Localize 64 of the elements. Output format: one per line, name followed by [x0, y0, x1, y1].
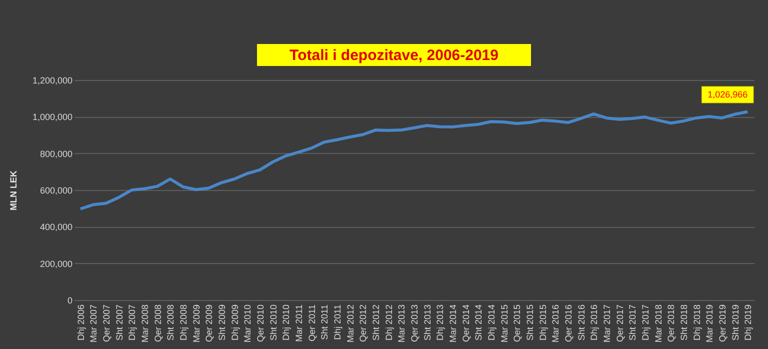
- x-tick-label: Dhj 2006: [76, 304, 86, 341]
- x-tick-label: Dhj 2016: [589, 304, 600, 341]
- line-series: [78, 110, 750, 210]
- x-tick-label: Dhj 2011: [332, 304, 343, 340]
- y-tick-label: 1,200,000: [32, 76, 72, 86]
- x-tick-label: Qer 2017: [614, 304, 625, 342]
- y-tick-label: 1,000,000: [32, 112, 72, 122]
- x-tick-label: Mar 2012: [345, 304, 356, 343]
- y-tick-label: 0: [67, 296, 72, 306]
- x-tick-label: Mar 2008: [140, 304, 150, 343]
- y-axis-title: MLN LEK: [8, 170, 18, 210]
- x-tick-label: Mar 2019: [704, 304, 715, 343]
- x-tick-label: Mar 2016: [550, 304, 561, 343]
- y-tick-label: 800,000: [40, 148, 72, 159]
- x-tick-label: Qer 2014: [460, 304, 471, 342]
- x-tick-label: Dhj 2010: [281, 304, 292, 341]
- x-tick-label: Sht 2008: [166, 304, 176, 341]
- y-tick-label: 600,000: [40, 186, 72, 196]
- x-tick-label: Mar 2007: [88, 304, 99, 343]
- x-tick-label: Qer 2010: [256, 304, 266, 342]
- x-tick-label: Mar 2018: [653, 304, 664, 343]
- x-tick-label: Sht 2011: [320, 304, 330, 340]
- x-tick-label: Qer 2018: [666, 304, 676, 342]
- x-tick-label: Sht 2016: [576, 304, 586, 341]
- data-label: 1,026,966: [708, 90, 748, 100]
- x-tick-label: Sht 2013: [422, 304, 432, 341]
- x-tick-label: Qer 2008: [152, 304, 163, 342]
- x-tick-label: Sht 2012: [371, 304, 382, 341]
- x-tick-label: Qer 2019: [717, 304, 728, 342]
- x-tick-label: Dhj 2019: [743, 304, 754, 341]
- x-tick-label: Sht 2007: [114, 304, 124, 341]
- x-tick-label: Mar 2017: [602, 304, 612, 343]
- x-tick-label: Qer 2015: [512, 304, 522, 342]
- x-tick-label: Dhj 2018: [692, 304, 702, 341]
- x-tick-label: Sht 2010: [268, 304, 278, 341]
- x-tick-label: Mar 2011: [294, 304, 304, 342]
- x-tick-label: Dhj 2017: [640, 304, 650, 341]
- x-tick-label: Sht 2009: [217, 304, 228, 341]
- x-tick-label: Mar 2015: [499, 304, 510, 343]
- x-tick-label: Sht 2019: [730, 304, 740, 341]
- y-tick-label: 400,000: [40, 222, 72, 232]
- x-tick-label: Dhj 2015: [538, 304, 548, 341]
- x-tick-label: Dhj 2007: [127, 304, 138, 341]
- x-tick-label: Qer 2013: [410, 304, 420, 342]
- chart-title: Totali i depozitave, 2006-2019: [290, 47, 498, 64]
- x-tick-label: Dhj 2012: [384, 304, 394, 341]
- x-tick-label: Dhj 2008: [178, 304, 189, 341]
- x-tick-label: Sht 2014: [474, 304, 484, 341]
- x-tick-label: Sht 2017: [628, 304, 638, 341]
- x-tick-label: Dhj 2009: [230, 304, 240, 341]
- y-tick-label: 200,000: [40, 258, 72, 269]
- x-tick-label: Dhj 2013: [435, 304, 446, 341]
- x-tick-label: Sht 2015: [524, 304, 535, 341]
- x-tick-label: Qer 2007: [102, 304, 112, 342]
- x-tick-label: Qer 2016: [563, 304, 574, 342]
- x-tick-label: Mar 2009: [191, 304, 202, 343]
- x-tick-label: Mar 2010: [242, 304, 253, 343]
- x-tick-label: Qer 2009: [204, 304, 214, 342]
- x-tick-label: Qer 2012: [358, 304, 368, 342]
- x-tick-label: Dhj 2014: [486, 304, 496, 341]
- x-tick-label: Mar 2013: [396, 304, 407, 343]
- x-tick-label: Qer 2011: [306, 304, 317, 342]
- x-tick-label: Sht 2018: [678, 304, 689, 341]
- x-tick-label: Mar 2014: [448, 304, 458, 343]
